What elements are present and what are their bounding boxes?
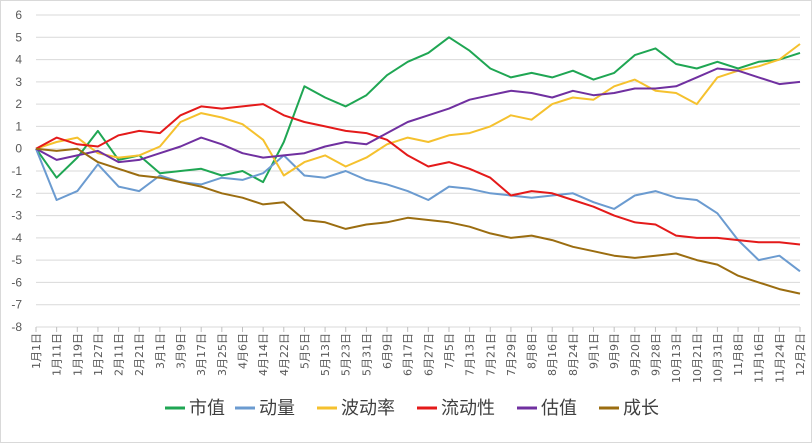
x-tick-label: 3月17日 [195,333,208,376]
x-tick-label: 6月17日 [402,333,415,376]
x-tick-label: 7月29日 [505,333,518,376]
x-tick-label: 5月13日 [319,333,332,376]
legend-label: 成长 [623,398,659,419]
y-tick-label: -8 [11,320,22,334]
legend-label: 市值 [189,398,225,419]
y-tick-label: -1 [11,164,22,178]
series-line-4 [35,67,801,164]
y-tick-label: 3 [15,75,22,89]
x-tick-label: 10月31日 [711,333,724,383]
y-tick-label: -3 [11,209,22,223]
x-tick-label: 7月13日 [464,333,477,376]
x-tick-label: 5月31日 [360,333,373,376]
x-tick-label: 2月11日 [113,333,126,376]
x-tick-label: 6月9日 [381,333,394,369]
x-tick-label: 5月5日 [298,333,311,369]
x-tick-label: 4月22日 [278,333,291,376]
x-tick-label: 11月24日 [773,333,786,383]
y-tick-label: -5 [11,253,22,267]
y-tick-label: 2 [15,97,22,111]
x-tick-label: 9月28日 [649,333,662,376]
x-axis-ticks: 1月1日 1月11日 1月19日 1月27日 2月11日 2月21日 3月1日 3月9日 3月1… [30,327,807,383]
x-tick-label: 5月23日 [340,333,353,376]
x-tick-label: 2月21日 [133,333,146,376]
x-tick-label: 6月27日 [422,333,435,376]
series-line-1 [35,148,801,273]
y-tick-label: -4 [11,231,22,245]
x-tick-label: 10月13日 [670,333,683,383]
x-tick-label: 1月11日 [51,333,64,376]
y-tick-label: -7 [11,298,22,312]
y-tick-label: -2 [11,186,22,200]
x-tick-label: 3月1日 [154,333,167,369]
x-tick-label: 7月5日 [443,333,456,369]
legend-label: 动量 [259,398,295,419]
y-tick-label: 1 [15,119,22,133]
x-tick-label: 9月1日 [588,333,601,369]
x-tick-label: 4月14日 [257,333,270,376]
y-tick-label: 5 [15,30,22,44]
x-tick-label: 11月8日 [732,333,745,376]
x-tick-label: 1月27日 [92,333,105,376]
series-line-3 [35,103,801,246]
y-tick-label: 6 [15,8,22,22]
y-tick-label: -6 [11,275,22,289]
x-tick-label: 8月16日 [546,333,559,376]
legend-label: 流动性 [441,398,495,419]
series-lines [35,36,801,295]
legend-label: 波动率 [341,398,395,419]
series-line-0 [35,36,801,184]
grid-lines [36,14,800,328]
legend: 市值 动量 波动率 流动性 估值 成长 [165,398,659,419]
x-tick-label: 9月20日 [629,333,642,376]
x-tick-label: 1月1日 [30,333,43,369]
y-tick-label: 0 [15,142,22,156]
x-tick-label: 8月8日 [526,333,539,369]
series-line-5 [35,147,801,295]
x-tick-label: 12月2日 [794,333,807,376]
x-tick-label: 9月9日 [608,333,621,369]
x-tick-label: 11月16日 [753,333,766,383]
x-tick-label: 3月25日 [216,333,229,376]
x-tick-label: 3月9日 [175,333,188,369]
legend-label: 估值 [541,398,577,419]
series-line-2 [35,43,801,177]
x-tick-label: 8月24日 [567,333,580,376]
y-axis-ticks: 6 5 4 3 2 1 0 -1 -2 -3 -4 -5 -6 -7 -8 [11,8,22,334]
x-tick-label: 1月19日 [71,333,84,376]
x-tick-label: 7月21日 [484,333,497,376]
y-tick-label: 4 [15,53,22,67]
x-tick-label: 4月6日 [236,333,249,369]
x-tick-label: 10月21日 [691,333,704,383]
